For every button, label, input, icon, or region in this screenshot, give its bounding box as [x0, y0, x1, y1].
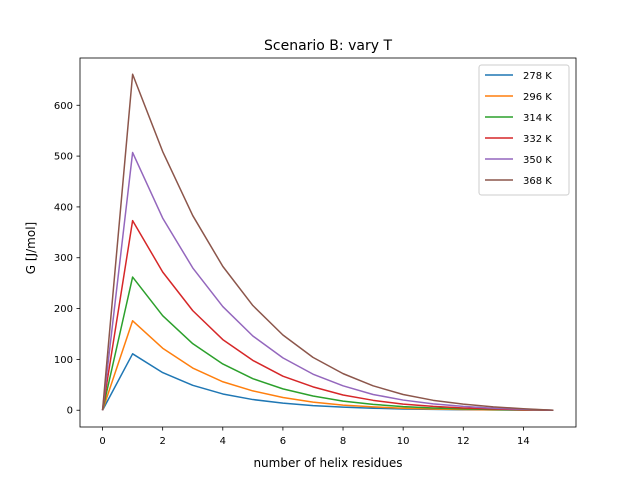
- x-tick-label: 2: [159, 436, 165, 447]
- series-line-6: [101, 73, 554, 411]
- y-tick-label: 300: [54, 253, 73, 264]
- x-tick-label: 6: [280, 436, 286, 447]
- x-tick-label: 0: [99, 436, 105, 447]
- legend: 278 K 296 K 314 K 332 K 350 K 368 K: [478, 64, 570, 196]
- y-tick-label: 200: [54, 304, 73, 315]
- y-tick-label: 100: [54, 355, 73, 366]
- x-tick-label: 4: [220, 436, 226, 447]
- legend-label: 350 K: [523, 155, 552, 166]
- y-tick-label: 0: [67, 406, 73, 417]
- series-line-3: [101, 276, 554, 411]
- y-axis-label: G [J/mol]: [24, 222, 38, 274]
- legend-label: 296 K: [523, 92, 552, 103]
- y-tick-label: 400: [54, 202, 73, 213]
- series-line-4: [101, 219, 554, 411]
- x-axis-label: number of helix residues: [253, 456, 402, 470]
- y-tick-label: 500: [54, 152, 73, 163]
- axes: 0 2 4 6 8 10 12 14 0 100 200 300 400 500 600: [54, 57, 577, 447]
- x-tick-label: 8: [340, 436, 346, 447]
- x-tick-label: 10: [397, 436, 410, 447]
- legend-label: 368 K: [523, 176, 552, 187]
- chart-title: Scenario B: vary T: [264, 38, 392, 54]
- x-tick-label: 14: [517, 436, 530, 447]
- plot-frame: [79, 57, 577, 428]
- legend-label: 314 K: [523, 113, 552, 124]
- legend-label: 332 K: [523, 134, 552, 145]
- legend-label: 278 K: [523, 71, 552, 82]
- plot-lines: [101, 73, 554, 411]
- series-line-5: [101, 151, 554, 411]
- legend-box: [478, 64, 570, 196]
- x-tick-label: 12: [457, 436, 470, 447]
- y-tick-label: 600: [54, 101, 73, 112]
